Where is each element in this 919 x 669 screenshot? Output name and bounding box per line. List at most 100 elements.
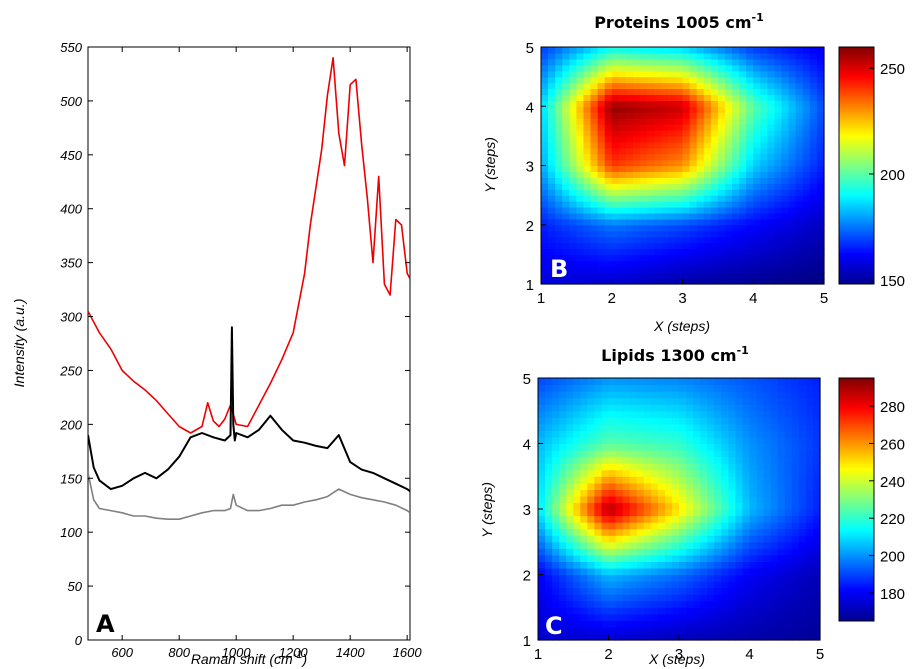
heatmap-cell — [664, 600, 673, 608]
heatmap-cell — [671, 397, 680, 405]
heatmap-cell — [569, 248, 577, 255]
heatmap-cell — [604, 201, 613, 208]
heatmap-cell — [664, 613, 673, 621]
heatmap-cell — [594, 489, 603, 497]
heatmap-cell — [686, 633, 694, 641]
heatmap-cell — [791, 522, 800, 530]
heatmap-cell — [686, 515, 694, 523]
heatmap-cell — [735, 561, 744, 569]
heatmap-cell — [816, 82, 825, 90]
heatmap-cell — [566, 620, 574, 628]
heatmap-cell — [781, 118, 790, 125]
heatmap-cell — [618, 248, 627, 255]
heatmap-cell — [763, 633, 772, 641]
heatmap-cell — [721, 554, 729, 562]
heatmap-cell — [784, 391, 793, 399]
heatmap-cell — [590, 242, 599, 250]
heatmap-cell — [760, 141, 768, 149]
heatmap-cell — [767, 47, 776, 54]
heatmap-cell — [812, 587, 821, 595]
heatmap-cell — [569, 52, 577, 60]
heatmap-cell — [732, 135, 740, 143]
heatmap-cell — [601, 436, 610, 445]
heatmap-cell — [710, 70, 719, 78]
heatmap-cell — [664, 430, 673, 438]
heatmap-cell — [615, 502, 624, 510]
heatmap-cell — [608, 436, 617, 445]
heatmap-cell — [805, 541, 814, 549]
heatmap-cell — [576, 52, 585, 60]
proteins-x-axis-label: X (steps) — [653, 318, 710, 334]
heatmap-cell — [629, 463, 638, 471]
heatmap-cell — [770, 456, 779, 464]
heatmap-cell — [580, 469, 588, 477]
heatmap-cell — [622, 489, 631, 497]
heatmap-cell — [682, 112, 691, 119]
heatmap-cell — [693, 436, 701, 445]
heatmap-cell — [798, 469, 807, 477]
heatmap-cell — [555, 201, 563, 208]
heatmap-cell — [608, 515, 617, 523]
heatmap-cell — [749, 600, 758, 608]
heatmap-cell — [728, 450, 736, 458]
heatmap-cell — [632, 70, 641, 78]
heatmap-cell — [538, 502, 546, 510]
heatmap-cell — [809, 242, 818, 250]
heatmap-cell — [573, 404, 581, 412]
heatmap-cell — [625, 278, 634, 285]
heatmap-cell — [700, 450, 708, 458]
heatmap-cell — [809, 272, 818, 279]
heatmap-cell — [601, 384, 610, 392]
heatmap-cell — [756, 489, 765, 497]
heatmap-cell — [664, 391, 673, 399]
heatmap-cell — [724, 165, 733, 173]
heatmap-cell — [562, 159, 570, 167]
heatmap-cell — [760, 94, 768, 101]
heatmap-cell — [696, 195, 705, 202]
heatmap-cell — [739, 218, 747, 226]
heatmap-cell — [562, 278, 570, 285]
heatmap-cell — [767, 254, 776, 261]
heatmap-cell — [573, 528, 581, 536]
heatmap-cell — [647, 70, 655, 78]
heatmap-cell — [760, 260, 768, 267]
heatmap-cell — [566, 476, 574, 484]
heatmap-cell — [760, 58, 768, 66]
heatmap-cell — [650, 554, 659, 562]
heatmap-cell — [573, 541, 581, 549]
heatmap-cell — [689, 88, 698, 95]
heatmap-cell — [732, 70, 740, 78]
heatmap-cell — [791, 391, 800, 399]
heatmap-cell — [735, 443, 744, 451]
heatmap-cell — [795, 135, 804, 143]
heatmap-cell — [629, 561, 638, 569]
heatmap-cell — [545, 397, 553, 405]
heatmap-cell — [576, 147, 585, 155]
y-tick-label: 3 — [526, 159, 534, 176]
heatmap-cell — [625, 242, 634, 250]
heatmap-cell — [625, 189, 634, 196]
heatmap-cell — [788, 195, 797, 202]
heatmap-cell — [590, 224, 599, 232]
heatmap-cell — [696, 183, 705, 190]
heatmap-cell — [696, 206, 705, 214]
heatmap-cell — [714, 626, 722, 635]
heatmap-cell — [774, 189, 783, 196]
heatmap-cell — [781, 171, 790, 178]
heatmap-cell — [576, 112, 585, 119]
heatmap-cell — [767, 64, 776, 72]
heatmap-cell — [784, 528, 793, 536]
heatmap-cell — [791, 463, 800, 471]
heatmap-cell — [714, 430, 722, 438]
heatmap-cell — [763, 528, 772, 536]
heatmap-cell — [798, 495, 807, 504]
heatmap-cell — [714, 600, 722, 608]
heatmap-cell — [682, 165, 691, 173]
heatmap-cell — [587, 502, 595, 510]
heatmap-cell — [763, 620, 772, 628]
heatmap-cell — [555, 147, 563, 155]
heatmap-cell — [647, 189, 655, 196]
heatmap-cell — [594, 397, 603, 405]
heatmap-cell — [654, 159, 662, 167]
heatmap-cell — [756, 456, 765, 464]
